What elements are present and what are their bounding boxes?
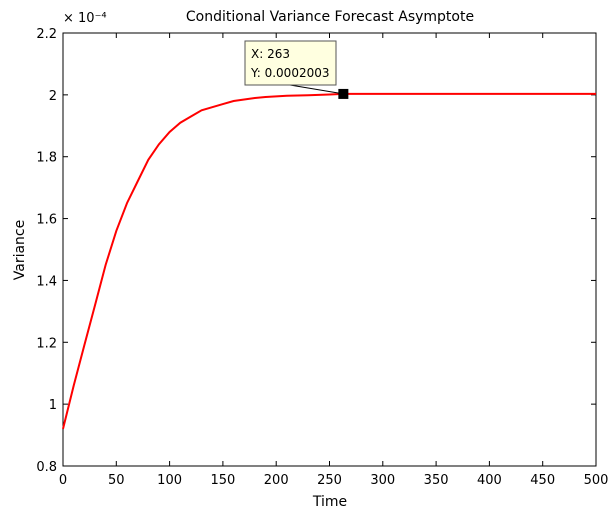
x-tick-label: 0: [59, 473, 67, 488]
y-tick-label: 1.4: [36, 274, 57, 289]
x-tick-label: 350: [424, 473, 449, 488]
chart-title: Conditional Variance Forecast Asymptote: [186, 9, 474, 25]
y-axis-title: Variance: [12, 220, 28, 280]
data-tip-box: [244, 40, 337, 86]
x-tick-label: 450: [530, 473, 555, 488]
plot-area: [62, 32, 597, 467]
y-exponent-label: × 10⁻⁴: [63, 11, 107, 26]
axis-ticks: [62, 32, 597, 467]
x-tick-label: 400: [477, 473, 502, 488]
x-tick-label: 100: [157, 473, 182, 488]
y-tick-label: 2: [49, 89, 57, 104]
data-tip-y-label: Y: 0.0002003: [250, 66, 330, 80]
data-tip-x-label: X: 263: [251, 47, 290, 61]
x-tick-label: 150: [210, 473, 235, 488]
x-tick-label: 200: [264, 473, 289, 488]
y-tick-label: 2.2: [36, 27, 57, 42]
y-tick-label: 1.6: [36, 213, 57, 228]
x-tick-label: 500: [584, 473, 609, 488]
data-tip-marker[interactable]: [338, 88, 349, 99]
y-tick-label: 1.8: [36, 151, 57, 166]
y-tick-label: 0.8: [36, 460, 57, 475]
data-tip-stem: [289, 84, 344, 95]
axis-tick-labels: 0 50 100 150 200 250 300 350 400 450 500 0.8 1 1.2 1.4…: [36, 27, 608, 488]
series-line: [62, 92, 596, 430]
y-tick-label: 1.2: [36, 336, 57, 351]
x-tick-label: 250: [317, 473, 342, 488]
x-tick-label: 300: [370, 473, 395, 488]
x-axis-title: Time: [312, 494, 347, 510]
x-tick-label: 50: [108, 473, 125, 488]
data-tip[interactable]: X: 263 Y: 0.0002003: [244, 40, 349, 99]
y-tick-label: 1: [49, 398, 57, 413]
